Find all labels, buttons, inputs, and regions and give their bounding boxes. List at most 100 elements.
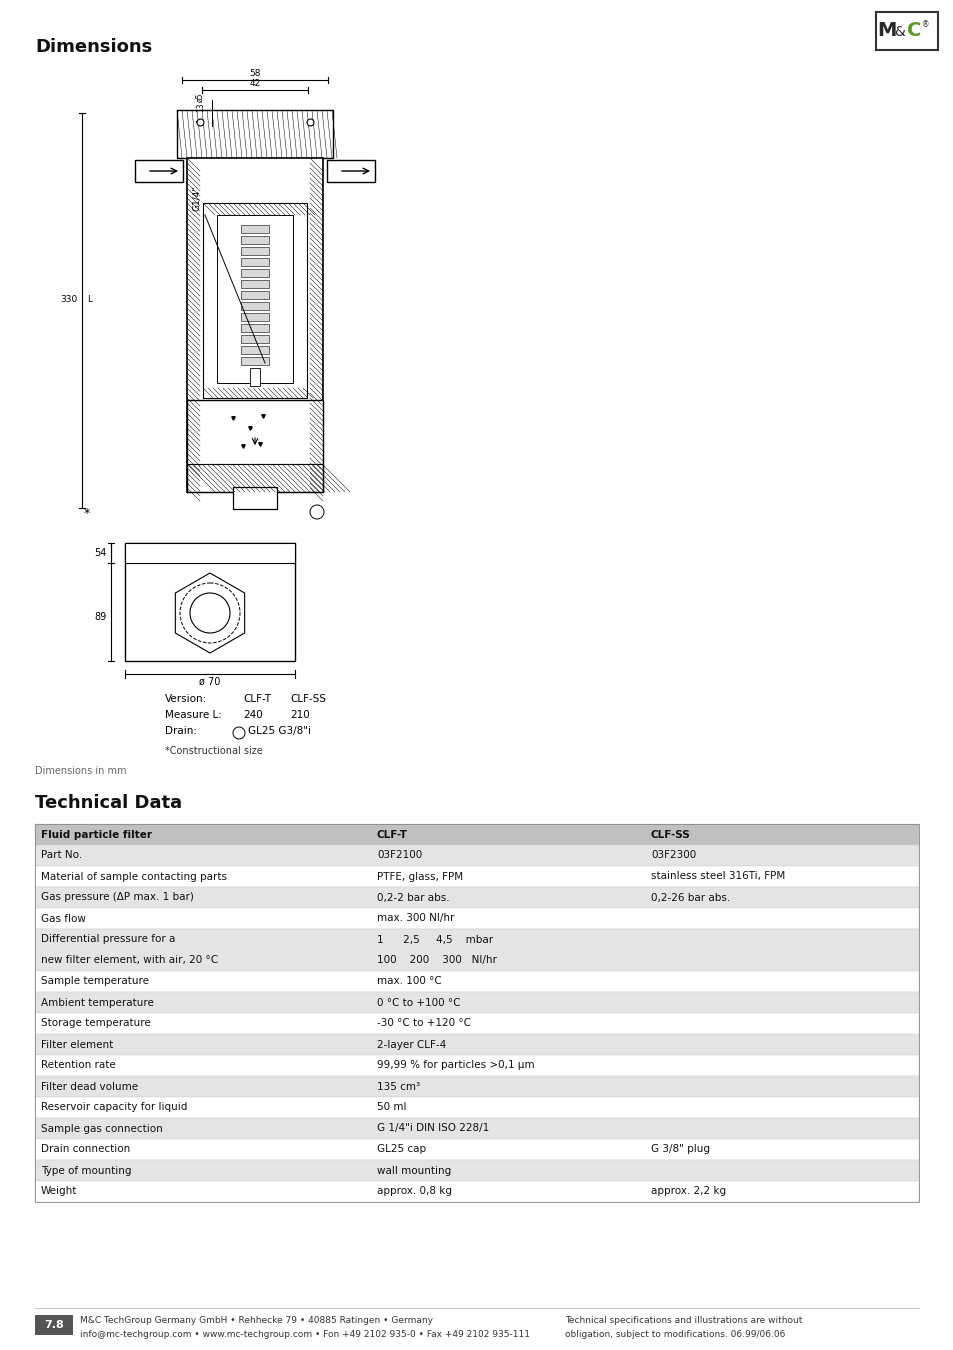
Text: &: &	[894, 26, 904, 39]
Bar	[241, 302, 269, 311]
Text: 42: 42	[249, 80, 260, 88]
Text: CLF-T: CLF-T	[376, 829, 408, 840]
Text: new filter element, with air, 20 °C: new filter element, with air, 20 °C	[41, 956, 218, 965]
Text: Type of mounting: Type of mounting	[41, 1165, 132, 1176]
Bar	[241, 335, 269, 343]
Text: 13: 13	[195, 103, 205, 112]
Text: M: M	[877, 22, 896, 40]
Bar	[241, 269, 269, 277]
Text: 0,2-26 bar abs.: 0,2-26 bar abs.	[650, 892, 729, 903]
Text: ®: ®	[922, 20, 929, 30]
Text: max. 100 °C: max. 100 °C	[376, 976, 441, 987]
Text: 89: 89	[94, 612, 107, 622]
Text: C: C	[906, 22, 921, 40]
Bar	[35, 909, 918, 929]
Bar	[241, 247, 269, 255]
Bar	[35, 1118, 918, 1139]
Text: 58: 58	[249, 69, 260, 78]
Text: 2-layer CLF-4: 2-layer CLF-4	[376, 1040, 446, 1049]
Text: approx. 2,2 kg: approx. 2,2 kg	[650, 1187, 725, 1196]
Text: Technical specifications and illustrations are without
obligation, subject to mo: Technical specifications and illustratio…	[564, 1316, 801, 1339]
Text: Measure L:: Measure L:	[165, 710, 222, 720]
Text: Filter element: Filter element	[41, 1040, 113, 1049]
Bar	[35, 1076, 918, 1098]
Bar	[241, 346, 269, 354]
Text: 1: 1	[314, 509, 319, 514]
Bar	[187, 464, 323, 491]
Text: Dimensions: Dimensions	[35, 38, 152, 55]
Bar	[125, 543, 294, 662]
Text: Technical Data: Technical Data	[35, 794, 182, 811]
Polygon shape	[175, 572, 244, 653]
Text: 03F2300: 03F2300	[650, 850, 696, 860]
Bar	[35, 929, 918, 971]
Text: GL25 cap: GL25 cap	[376, 1145, 426, 1154]
Circle shape	[190, 593, 230, 633]
Bar	[241, 279, 269, 288]
Text: M&C TechGroup Germany GmbH • Rehhecke 79 • 40885 Ratingen • Germany
info@mc-tech: M&C TechGroup Germany GmbH • Rehhecke 79…	[80, 1316, 530, 1339]
Text: Ambient temperature: Ambient temperature	[41, 998, 153, 1007]
Text: Drain:: Drain:	[165, 726, 196, 736]
Text: 54: 54	[94, 548, 107, 558]
Bar	[35, 824, 918, 845]
Bar	[241, 324, 269, 332]
Text: Version:: Version:	[165, 694, 207, 703]
Text: Gas pressure (ΔP max. 1 bar): Gas pressure (ΔP max. 1 bar)	[41, 892, 193, 903]
Text: Fluid particle filter: Fluid particle filter	[41, 829, 152, 840]
Text: Storage temperature: Storage temperature	[41, 1018, 151, 1029]
Text: 0 °C to +100 °C: 0 °C to +100 °C	[376, 998, 460, 1007]
Text: Part No.: Part No.	[41, 850, 82, 860]
Bar	[241, 236, 269, 244]
Bar	[327, 161, 375, 182]
Text: stainless steel 316Ti, FPM: stainless steel 316Ti, FPM	[650, 872, 784, 882]
Text: 1      2,5     4,5    mbar: 1 2,5 4,5 mbar	[376, 934, 493, 945]
Bar	[250, 369, 260, 386]
Bar	[216, 215, 293, 383]
Text: Weight: Weight	[41, 1187, 77, 1196]
Text: 240: 240	[243, 710, 262, 720]
Bar	[35, 1098, 918, 1118]
Text: G1/4": G1/4"	[192, 185, 201, 211]
Bar	[233, 487, 276, 509]
Text: Drain connection: Drain connection	[41, 1145, 131, 1154]
Text: GL25 G3/8"i: GL25 G3/8"i	[248, 726, 311, 736]
Text: 03F2100: 03F2100	[376, 850, 422, 860]
Bar	[35, 1054, 918, 1076]
Text: 99,99 % for particles >0,1 μm: 99,99 % for particles >0,1 μm	[376, 1061, 534, 1071]
Bar	[35, 1315, 73, 1335]
Text: Dimensions in mm: Dimensions in mm	[35, 765, 127, 776]
Text: *: *	[84, 506, 91, 520]
Text: 1: 1	[195, 119, 205, 123]
Text: ø 70: ø 70	[199, 676, 220, 687]
Text: Differential pressure for a: Differential pressure for a	[41, 934, 175, 945]
Text: CLF-SS: CLF-SS	[290, 694, 326, 703]
Text: 100    200    300   Nl/hr: 100 200 300 Nl/hr	[376, 956, 497, 965]
Bar	[35, 865, 918, 887]
Text: CLF-SS: CLF-SS	[650, 829, 690, 840]
Bar	[177, 109, 333, 158]
Text: Material of sample contacting parts: Material of sample contacting parts	[41, 872, 227, 882]
Bar	[35, 992, 918, 1012]
Text: -30 °C to +120 °C: -30 °C to +120 °C	[376, 1018, 471, 1029]
Text: 210: 210	[290, 710, 310, 720]
Text: max. 300 Nl/hr: max. 300 Nl/hr	[376, 914, 454, 923]
Bar	[241, 225, 269, 234]
Text: Sample temperature: Sample temperature	[41, 976, 149, 987]
Bar	[241, 313, 269, 321]
Text: 1: 1	[236, 730, 241, 736]
Bar	[35, 1012, 918, 1034]
Circle shape	[233, 728, 245, 738]
Text: Gas flow: Gas flow	[41, 914, 86, 923]
Text: L: L	[87, 296, 91, 305]
Text: G 1/4"i DIN ISO 228/1: G 1/4"i DIN ISO 228/1	[376, 1123, 489, 1134]
Bar	[203, 202, 307, 398]
Circle shape	[310, 505, 324, 518]
Text: G 3/8" plug: G 3/8" plug	[650, 1145, 709, 1154]
Text: *Constructional size: *Constructional size	[165, 747, 262, 756]
Bar	[35, 971, 918, 992]
Text: approx. 0,8 kg: approx. 0,8 kg	[376, 1187, 452, 1196]
Bar	[241, 258, 269, 266]
Text: ø5: ø5	[195, 92, 205, 101]
Text: Retention rate: Retention rate	[41, 1061, 115, 1071]
Text: PTFE, glass, FPM: PTFE, glass, FPM	[376, 872, 462, 882]
